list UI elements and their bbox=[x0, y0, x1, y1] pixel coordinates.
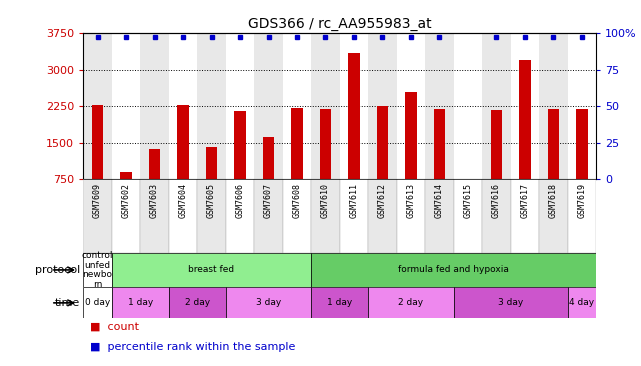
Bar bbox=[539, 33, 568, 179]
Text: GSM7607: GSM7607 bbox=[264, 183, 273, 218]
Bar bbox=[283, 33, 312, 179]
Bar bbox=[235, 111, 246, 179]
Bar bbox=[83, 253, 112, 287]
Text: GSM7615: GSM7615 bbox=[463, 183, 472, 218]
Bar bbox=[568, 287, 596, 318]
Text: formula fed and hypoxia: formula fed and hypoxia bbox=[398, 265, 509, 274]
Bar bbox=[291, 108, 303, 179]
Bar bbox=[226, 287, 312, 318]
Bar bbox=[197, 179, 226, 253]
Bar bbox=[568, 179, 596, 253]
Bar bbox=[140, 179, 169, 253]
Bar bbox=[348, 53, 360, 179]
Bar bbox=[283, 179, 312, 253]
Text: GSM7618: GSM7618 bbox=[549, 183, 558, 218]
Text: ■  percentile rank within the sample: ■ percentile rank within the sample bbox=[90, 342, 295, 352]
Text: 2 day: 2 day bbox=[399, 298, 424, 307]
Bar bbox=[112, 179, 140, 253]
Text: breast fed: breast fed bbox=[188, 265, 235, 274]
Bar bbox=[178, 105, 188, 179]
Bar bbox=[312, 33, 340, 179]
Text: GSM7611: GSM7611 bbox=[349, 183, 358, 218]
Text: GSM7603: GSM7603 bbox=[150, 183, 159, 218]
Text: GSM7612: GSM7612 bbox=[378, 183, 387, 218]
Text: 4 day: 4 day bbox=[569, 298, 594, 307]
Bar bbox=[312, 287, 368, 318]
Text: GSM7604: GSM7604 bbox=[179, 183, 188, 218]
Text: GSM7619: GSM7619 bbox=[578, 183, 587, 218]
Bar bbox=[197, 33, 226, 179]
Bar bbox=[454, 287, 568, 318]
Bar bbox=[83, 33, 112, 179]
Bar bbox=[539, 179, 568, 253]
Bar bbox=[254, 33, 283, 179]
Bar bbox=[482, 179, 511, 253]
Text: GSM7608: GSM7608 bbox=[292, 183, 301, 218]
Bar bbox=[112, 253, 312, 287]
Bar bbox=[397, 33, 425, 179]
Bar bbox=[368, 33, 397, 179]
Bar bbox=[519, 60, 531, 179]
Text: ■  count: ■ count bbox=[90, 322, 138, 332]
Bar bbox=[425, 179, 454, 253]
Text: control
unfed
newbo
rn: control unfed newbo rn bbox=[82, 251, 113, 289]
Text: GSM7602: GSM7602 bbox=[122, 183, 131, 218]
Bar bbox=[434, 109, 445, 179]
Bar bbox=[140, 33, 169, 179]
Bar bbox=[368, 179, 397, 253]
Bar bbox=[206, 147, 217, 179]
Bar bbox=[121, 172, 132, 179]
Bar bbox=[83, 287, 112, 318]
Bar bbox=[312, 253, 596, 287]
Text: GSM7614: GSM7614 bbox=[435, 183, 444, 218]
Text: GSM7609: GSM7609 bbox=[93, 183, 102, 218]
Bar bbox=[482, 33, 511, 179]
Bar bbox=[320, 109, 331, 179]
Text: 1 day: 1 day bbox=[128, 298, 153, 307]
Bar bbox=[511, 179, 539, 253]
Bar bbox=[377, 106, 388, 179]
Text: protocol: protocol bbox=[35, 265, 80, 275]
Bar bbox=[454, 179, 482, 253]
Text: 3 day: 3 day bbox=[498, 298, 523, 307]
Text: GSM7613: GSM7613 bbox=[406, 183, 415, 218]
Bar bbox=[568, 33, 596, 179]
Bar bbox=[92, 105, 103, 179]
Bar bbox=[576, 109, 588, 179]
Text: 3 day: 3 day bbox=[256, 298, 281, 307]
Text: GSM7605: GSM7605 bbox=[207, 183, 216, 218]
Bar bbox=[226, 33, 254, 179]
Text: 0 day: 0 day bbox=[85, 298, 110, 307]
Text: GSM7610: GSM7610 bbox=[321, 183, 330, 218]
Text: 2 day: 2 day bbox=[185, 298, 210, 307]
Bar bbox=[169, 287, 226, 318]
Bar bbox=[254, 179, 283, 253]
Bar bbox=[425, 33, 454, 179]
Bar bbox=[169, 179, 197, 253]
Bar bbox=[547, 109, 559, 179]
Bar bbox=[491, 109, 502, 179]
Bar bbox=[397, 179, 425, 253]
Text: 1 day: 1 day bbox=[327, 298, 353, 307]
Bar bbox=[368, 287, 454, 318]
Bar bbox=[340, 179, 368, 253]
Bar bbox=[340, 33, 368, 179]
Bar bbox=[83, 179, 112, 253]
Text: GSM7606: GSM7606 bbox=[235, 183, 244, 218]
Bar bbox=[454, 33, 482, 179]
Bar bbox=[112, 33, 140, 179]
Text: time: time bbox=[55, 298, 80, 308]
Bar bbox=[312, 179, 340, 253]
Text: GSM7616: GSM7616 bbox=[492, 183, 501, 218]
Bar bbox=[226, 179, 254, 253]
Bar bbox=[149, 149, 160, 179]
Text: GSM7617: GSM7617 bbox=[520, 183, 529, 218]
Bar bbox=[405, 93, 417, 179]
Title: GDS366 / rc_AA955983_at: GDS366 / rc_AA955983_at bbox=[248, 16, 431, 30]
Bar bbox=[112, 287, 169, 318]
Bar bbox=[169, 33, 197, 179]
Bar bbox=[511, 33, 539, 179]
Bar bbox=[263, 137, 274, 179]
